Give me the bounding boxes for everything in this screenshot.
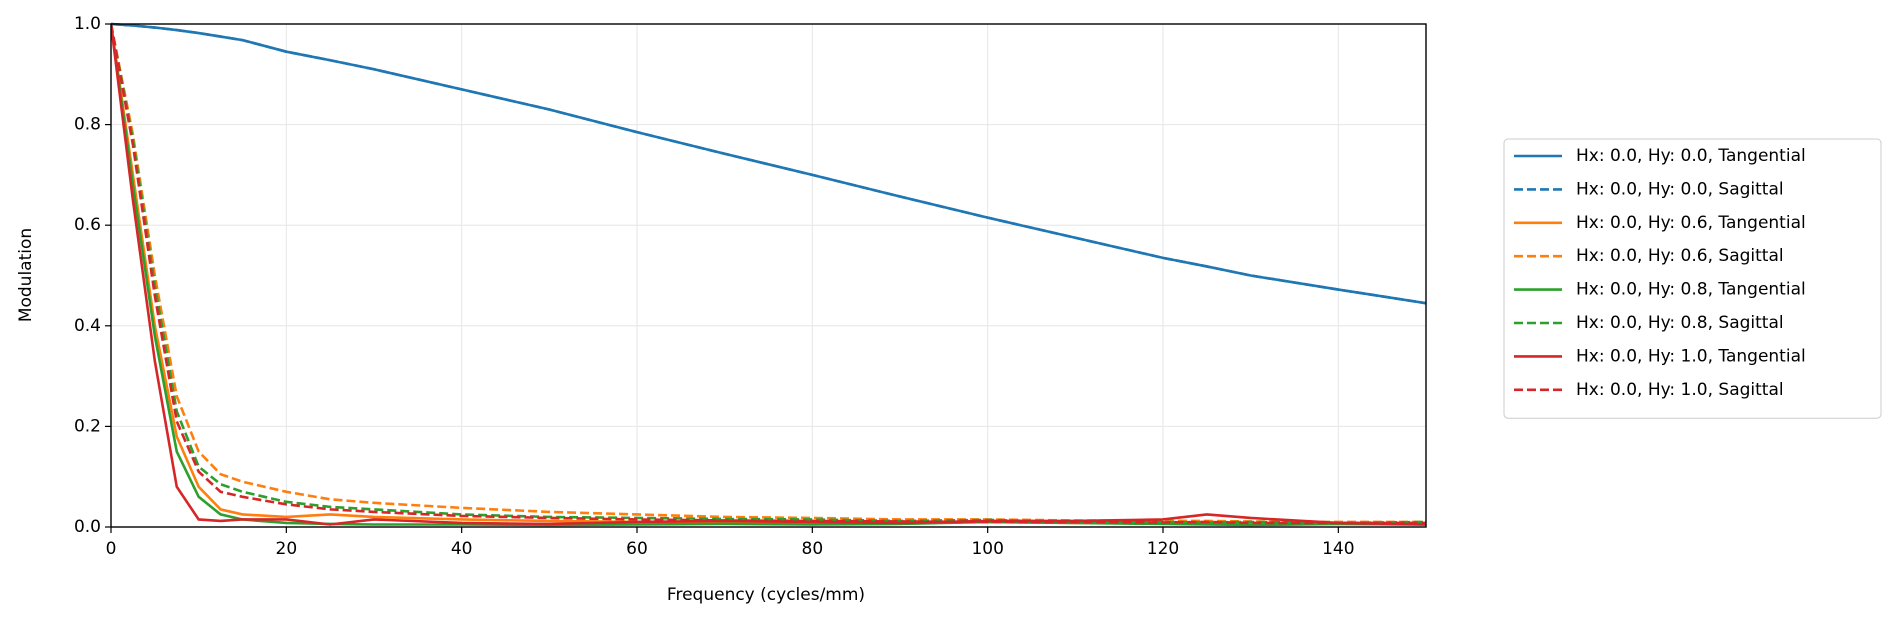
y-tick-label: 0.4 xyxy=(74,316,101,336)
x-tick-label: 20 xyxy=(276,539,298,559)
legend-label: Hx: 0.0, Hy: 1.0, Tangential xyxy=(1576,346,1806,366)
x-tick-label: 100 xyxy=(971,539,1003,559)
data-line xyxy=(111,23,1426,526)
data-line xyxy=(111,23,1426,525)
legend-label: Hx: 0.0, Hy: 0.0, Tangential xyxy=(1576,146,1806,166)
data-line xyxy=(111,23,1426,527)
y-tick-label: 0.6 xyxy=(74,215,101,235)
data-line xyxy=(111,22,1426,305)
legend-box xyxy=(1503,138,1882,419)
data-line xyxy=(111,23,1426,526)
legend-label: Hx: 0.0, Hy: 0.6, Sagittal xyxy=(1576,246,1784,266)
legend-label: Hx: 0.0, Hy: 0.0, Sagittal xyxy=(1576,179,1784,199)
legend-label: Hx: 0.0, Hy: 0.8, Sagittal xyxy=(1576,313,1784,333)
x-tick-label: 120 xyxy=(1147,539,1179,559)
x-tick-label: 0 xyxy=(106,539,117,559)
data-line xyxy=(111,23,1426,525)
x-tick-label: 40 xyxy=(451,539,473,559)
x-tick-label: 140 xyxy=(1322,539,1354,559)
plot-frame xyxy=(110,23,1427,528)
legend-label: Hx: 0.0, Hy: 0.6, Tangential xyxy=(1576,213,1806,233)
legend-label: Hx: 0.0, Hy: 1.0, Sagittal xyxy=(1576,380,1784,400)
x-tick-label: 80 xyxy=(802,539,824,559)
y-axis-label: Modulation xyxy=(16,228,36,322)
y-tick-label: 0.2 xyxy=(74,416,101,436)
legend-label: Hx: 0.0, Hy: 0.8, Tangential xyxy=(1576,280,1806,300)
y-tick-label: 0.8 xyxy=(74,115,101,135)
data-line xyxy=(111,22,1426,305)
x-axis-label: Frequency (cycles/mm) xyxy=(667,585,865,605)
y-tick-label: 1.0 xyxy=(74,14,101,34)
y-tick-label: 0.0 xyxy=(74,517,101,537)
data-line xyxy=(111,23,1426,524)
x-tick-label: 60 xyxy=(626,539,648,559)
